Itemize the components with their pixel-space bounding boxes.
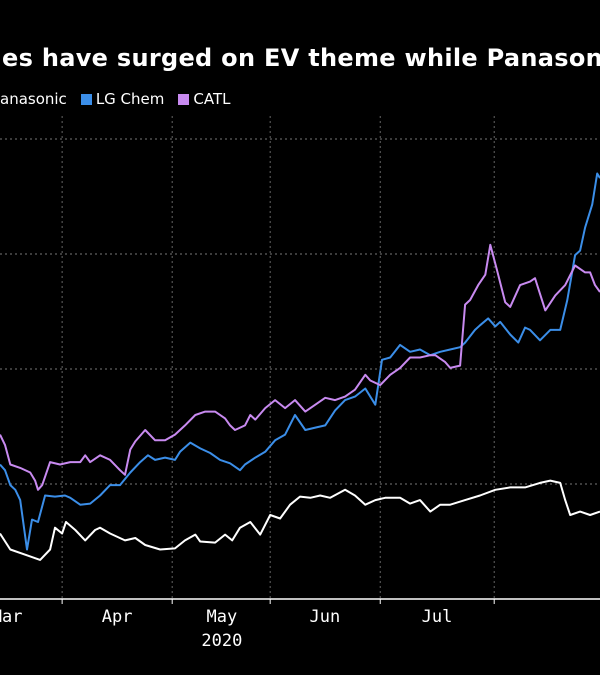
series-line-catl <box>0 243 600 491</box>
legend-label: LG Chem <box>95 90 165 108</box>
legend-label: CATL <box>193 90 231 108</box>
legend: anasonic LG Chem CATL <box>0 90 230 108</box>
x-tick-label: Apr <box>102 607 133 627</box>
x-tick-label: Jun <box>309 607 340 627</box>
chart-title: es have surged on EV theme while Panason <box>2 44 600 72</box>
legend-item-lg-chem: LG Chem <box>80 90 165 108</box>
x-axis-year-label: 2020 <box>201 631 242 651</box>
x-tick-label: Jul <box>422 607 453 627</box>
legend-item-catl: CATL <box>178 90 230 108</box>
legend-swatch <box>80 93 92 105</box>
legend-item-panasonic: anasonic <box>0 90 67 108</box>
series-line-lg-chem <box>0 172 600 551</box>
series-line-anasonic <box>0 479 600 561</box>
legend-swatch <box>178 93 190 105</box>
x-tick-label: Mar <box>0 607 22 627</box>
x-tick-label: May <box>207 607 238 627</box>
legend-label: anasonic <box>0 90 67 108</box>
